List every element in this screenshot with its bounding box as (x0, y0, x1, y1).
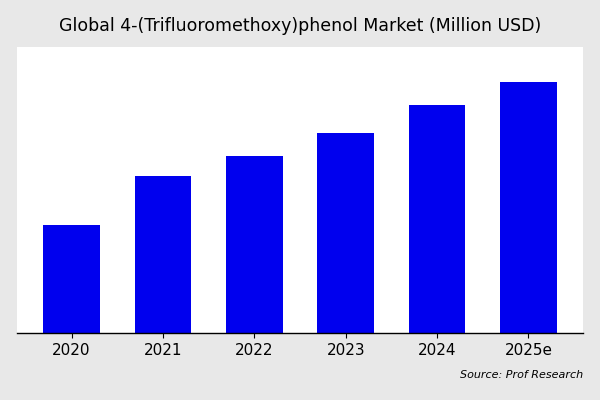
Bar (43, 225, 100, 333)
Bar (409, 104, 466, 333)
Bar (317, 133, 374, 333)
Text: Source: Prof Research: Source: Prof Research (460, 370, 583, 380)
Bar (134, 176, 191, 333)
Title: Global 4-(Trifluoromethoxy)phenol Market (Million USD): Global 4-(Trifluoromethoxy)phenol Market… (59, 17, 541, 35)
Bar (500, 82, 557, 333)
Bar (226, 156, 283, 333)
